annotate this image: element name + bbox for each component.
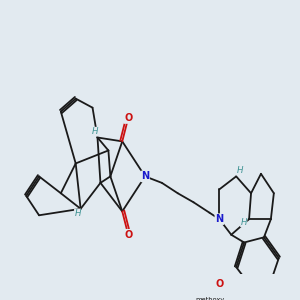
Text: H: H xyxy=(74,209,81,218)
Text: H: H xyxy=(236,166,243,175)
Text: O: O xyxy=(215,279,224,289)
Text: N: N xyxy=(215,214,223,224)
Text: H: H xyxy=(241,218,247,227)
Text: O: O xyxy=(124,230,132,240)
Text: O: O xyxy=(124,113,132,123)
Text: methoxy: methoxy xyxy=(195,296,224,300)
Text: H: H xyxy=(92,127,98,136)
Text: N: N xyxy=(141,171,149,182)
